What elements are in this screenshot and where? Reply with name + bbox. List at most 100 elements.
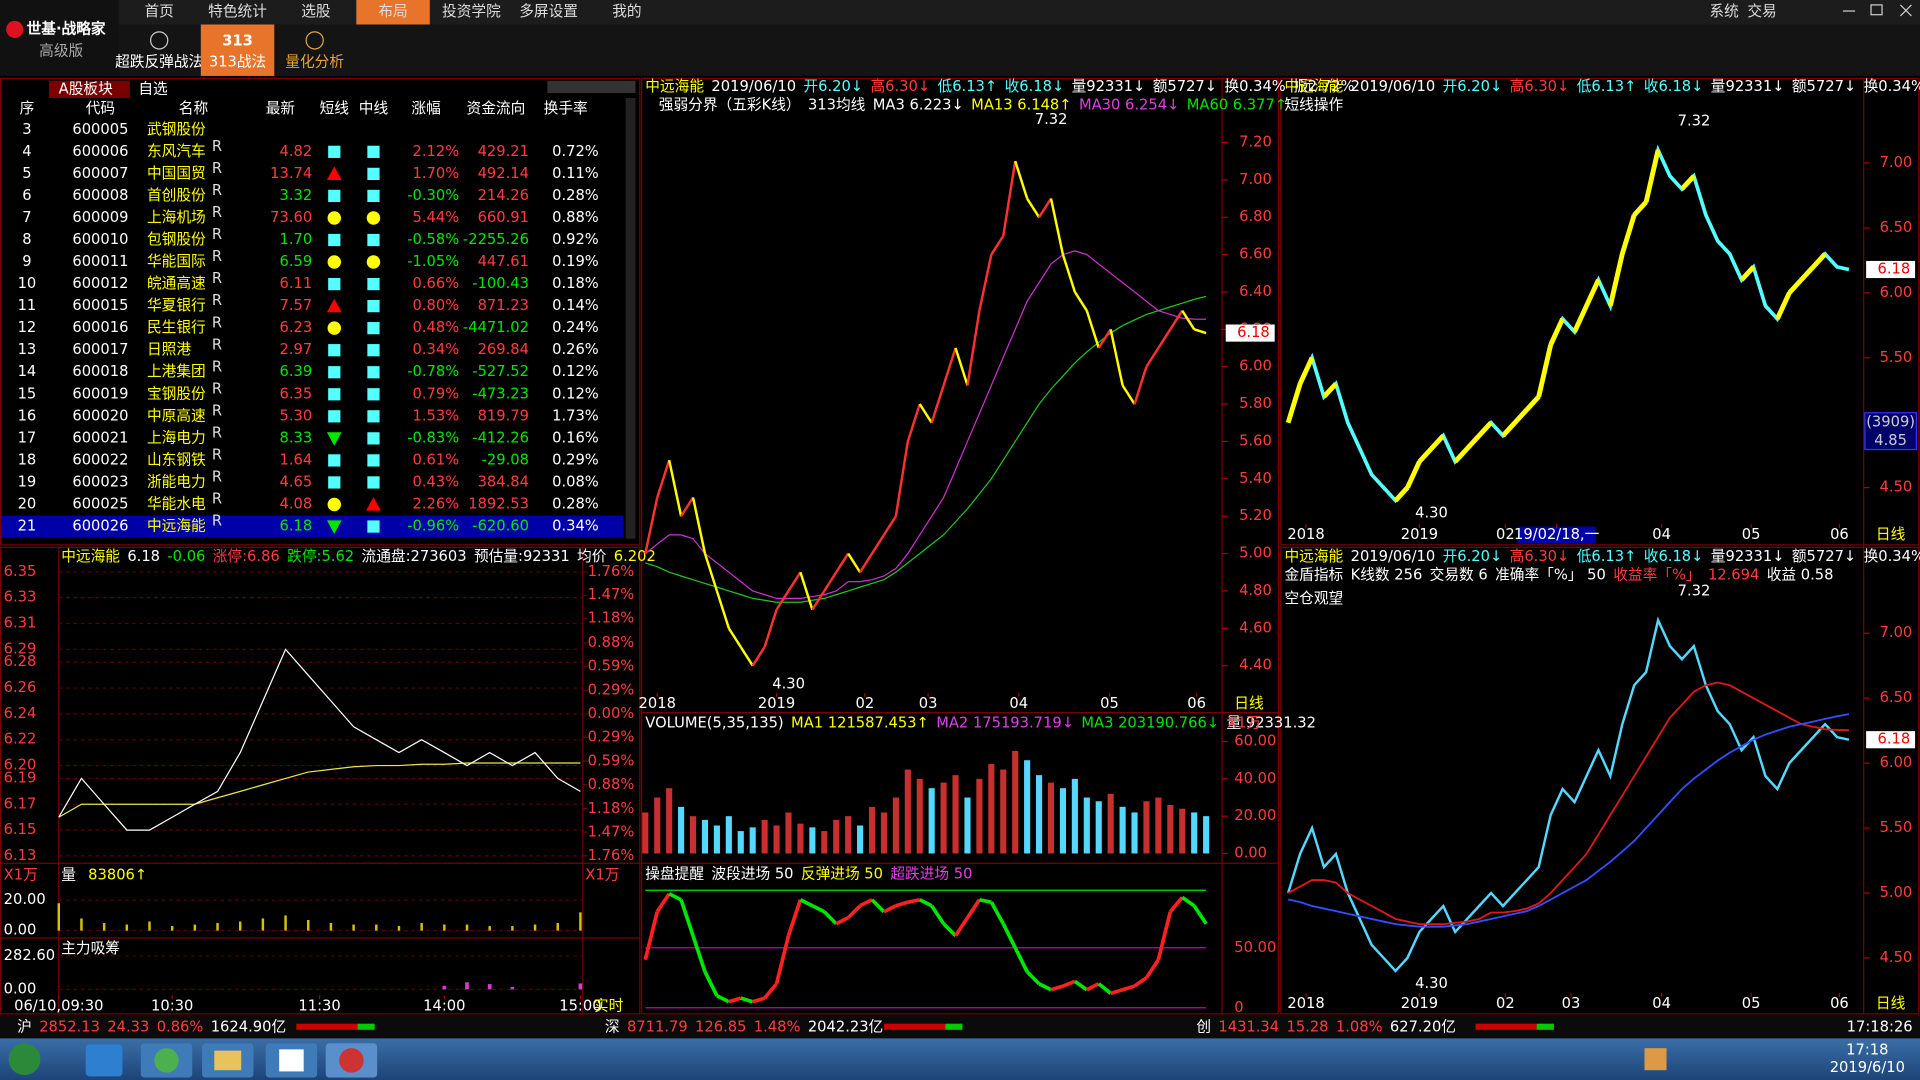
taskbar-date: 2019/6/10	[1830, 1059, 1905, 1076]
signal	[367, 167, 380, 180]
x-tick-label: 04	[1009, 695, 1028, 712]
list-cell: 600007	[72, 165, 128, 182]
volume-bar	[1143, 801, 1150, 854]
volume-bar	[642, 812, 649, 854]
up-segment	[1429, 434, 1446, 451]
menu-item[interactable]: 我的	[612, 3, 641, 20]
signal	[366, 497, 381, 511]
header-item: 超跌进场 50	[890, 865, 972, 882]
high-label: 7.32	[1678, 113, 1711, 130]
price-segment	[1073, 291, 1088, 312]
menu-item[interactable]: 首页	[144, 3, 173, 20]
menu-item[interactable]: 特色统计	[208, 3, 267, 20]
header-item: MA3 203190.766↓	[1081, 715, 1219, 732]
volume-bar	[1036, 775, 1043, 854]
list-cell: 0.29%	[552, 451, 599, 468]
x-tick-label: 03	[919, 695, 938, 712]
up-segment	[1811, 252, 1827, 269]
indicator-segment	[799, 898, 814, 908]
header-item: 收6.18↓	[1005, 78, 1065, 95]
volume-bar	[1000, 769, 1007, 854]
list-cell: 600017	[72, 341, 128, 358]
list-tag: R	[212, 491, 222, 508]
list-cell: 0.11%	[552, 165, 599, 182]
list-cell: 11	[18, 297, 37, 314]
volume-bar	[510, 987, 515, 990]
window-controls[interactable]	[1842, 4, 1912, 17]
series-line	[645, 295, 1207, 603]
list-cell: 浙能电力	[147, 473, 206, 490]
list-header: 最新	[266, 100, 296, 117]
y-tick-label: 0.00%	[588, 705, 635, 722]
list-tag: R	[212, 424, 222, 441]
volume-bar	[261, 918, 265, 931]
volume-bar	[666, 788, 673, 854]
list-cell: 上海电力	[147, 429, 206, 446]
list-cell: 600016	[72, 319, 128, 336]
price-segment	[691, 497, 707, 554]
list-vscroll[interactable]	[625, 97, 636, 539]
y-tick-label: 1.76%	[588, 563, 635, 580]
indicator-segment	[763, 982, 778, 1000]
price-tag	[1866, 731, 1916, 749]
toolbar-item[interactable]: 超跌反弹战法	[115, 53, 203, 70]
x-tick-label: 05	[1100, 695, 1119, 712]
list-cell: 东风汽车	[147, 143, 206, 160]
up-segment	[1525, 395, 1541, 412]
signal	[326, 432, 342, 446]
list-cell: 0.80%	[413, 297, 460, 314]
up-segment	[1405, 460, 1422, 489]
list-cell: 4.65	[280, 473, 313, 490]
indicator-segment	[728, 996, 742, 1004]
list-cell: 0.12%	[552, 385, 599, 402]
toolbar-item[interactable]: 313战法	[209, 53, 266, 70]
indicator-segment	[774, 935, 791, 985]
y-tick-label: 282.60	[4, 947, 55, 964]
menu-item[interactable]: 选股	[301, 3, 331, 20]
x-tick-label: 2019	[758, 695, 795, 712]
period-label: 日线	[1876, 995, 1906, 1012]
toolbar-item[interactable]: 量化分析	[285, 53, 344, 70]
list-tab[interactable]: 自选	[138, 80, 168, 97]
volume-bar	[689, 816, 697, 854]
y-tick-label: 5.50	[1880, 819, 1913, 836]
list-header: 资金流向	[467, 100, 526, 117]
up-segment	[1632, 200, 1648, 217]
y-tick-label: -1.76%	[582, 847, 634, 864]
market-item: 627.20亿	[1390, 1018, 1456, 1035]
menu-item[interactable]: 布局	[378, 3, 407, 20]
flow-label: 主力吸筹	[61, 940, 120, 957]
list-cell: 8.33	[280, 429, 313, 446]
price-segment	[1026, 197, 1041, 218]
menu-item[interactable]: 多屏设置	[519, 3, 578, 20]
volume-value: 83806↑	[88, 867, 147, 884]
y-tick-label: -0.59%	[582, 752, 634, 769]
signal	[367, 233, 380, 247]
list-cell: -412.26	[472, 429, 529, 446]
list-scrollbar[interactable]	[547, 80, 636, 94]
menu-item[interactable]: 投资学院	[442, 2, 501, 20]
list-cell: 0.72%	[552, 143, 599, 160]
signal	[327, 321, 342, 335]
signal	[328, 233, 341, 247]
price-segment	[787, 571, 802, 592]
price-segment	[835, 552, 850, 573]
signal	[366, 211, 381, 225]
ma-line	[1287, 713, 1850, 928]
taskbar-icons[interactable]	[8, 1043, 1667, 1078]
list-tab[interactable]: A股板块	[59, 79, 113, 97]
header-item: 开6.20↓	[1443, 78, 1503, 95]
list-cell: 1.53%	[413, 407, 460, 424]
x-tick-label: 03	[1562, 995, 1581, 1012]
menu-item[interactable]: 交易	[1747, 2, 1776, 20]
list-cell: 10	[18, 275, 37, 292]
panel-header: 金盾指标 K线数 256 交易数 6 准确率「%」 50 收益率「%」 12.694 收益 …	[1284, 566, 1833, 584]
price-segment	[870, 534, 885, 555]
signal	[367, 300, 380, 313]
header-item: MA1 121587.453↑	[791, 715, 929, 732]
y-tick-label: 6.24	[4, 705, 37, 722]
menu-item[interactable]: 系统	[1709, 3, 1739, 20]
list-cell: 0.34%	[552, 518, 599, 535]
header-item: 中远海能	[61, 548, 120, 565]
